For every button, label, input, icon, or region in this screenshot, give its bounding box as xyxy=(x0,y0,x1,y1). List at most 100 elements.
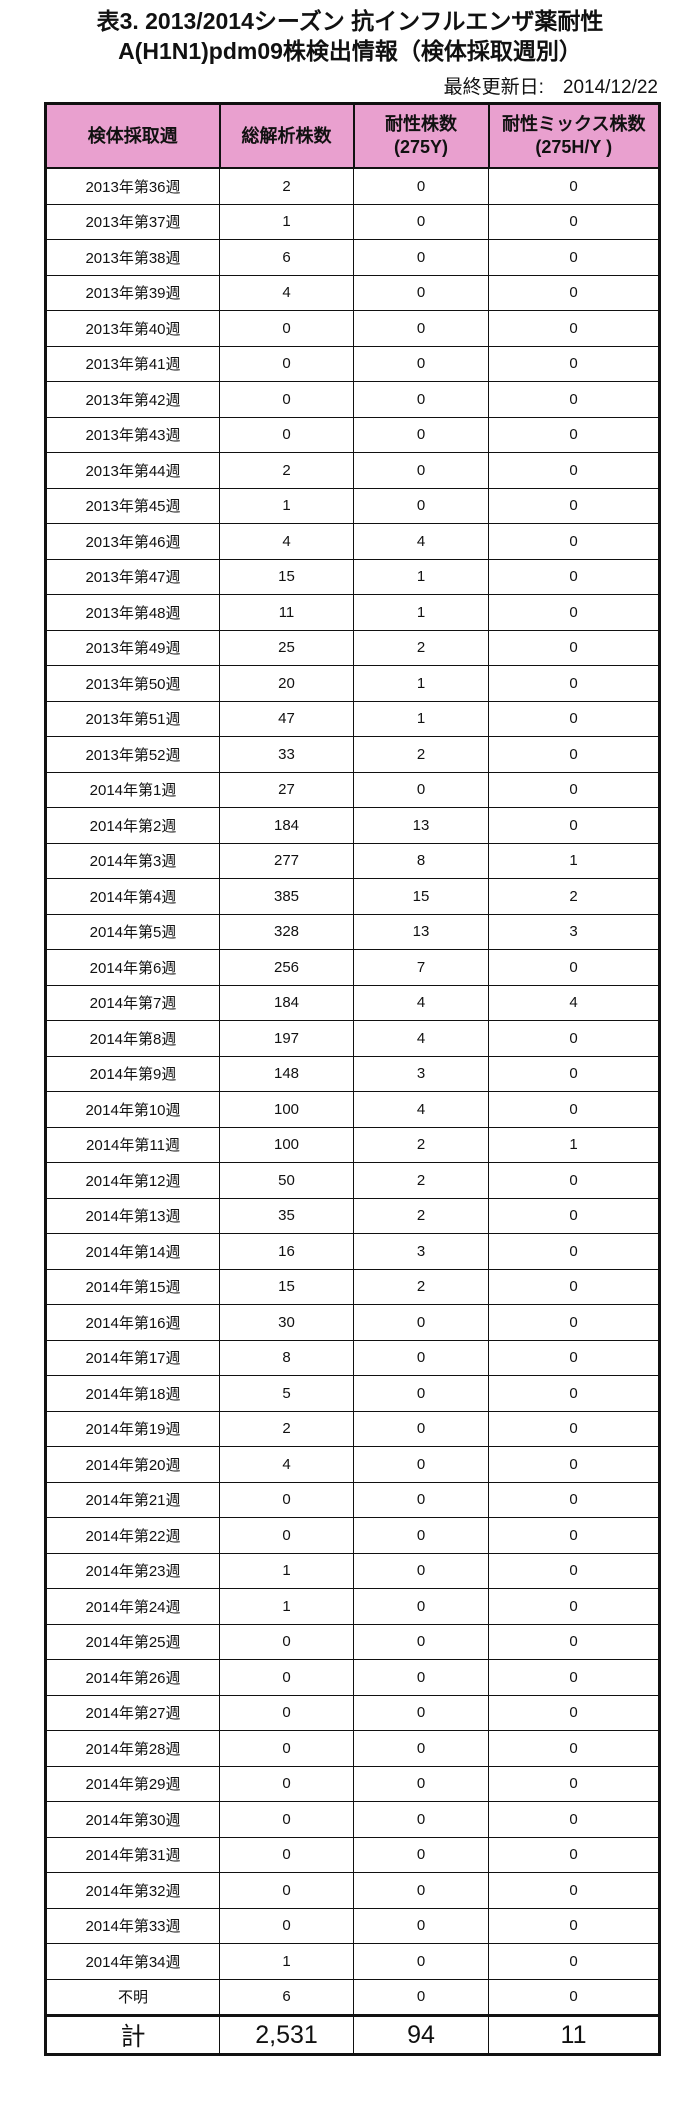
mixed-cell: 0 xyxy=(488,629,660,666)
resistant-cell: 0 xyxy=(353,1943,489,1980)
total-cell: 0 xyxy=(219,1730,354,1767)
week-cell: 2014年第25週 xyxy=(45,1623,220,1660)
total-cell: 15 xyxy=(219,1268,354,1305)
week-cell: 2013年第42週 xyxy=(45,381,220,418)
week-cell: 2014年第30週 xyxy=(45,1801,220,1838)
table-row: 2014年第2週 184 13 0 xyxy=(45,807,660,844)
mixed-cell: 0 xyxy=(488,1197,660,1234)
total-cell: 328 xyxy=(219,913,354,950)
table-row: 2014年第29週 0 0 0 xyxy=(45,1765,660,1802)
resistant-cell: 0 xyxy=(353,310,489,347)
total-cell: 0 xyxy=(219,1694,354,1731)
total-cell: 2 xyxy=(219,1410,354,1447)
total-cell: 27 xyxy=(219,771,354,808)
mixed-cell: 0 xyxy=(488,1481,660,1518)
week-cell: 2014年第31週 xyxy=(45,1836,220,1873)
total-cell: 6 xyxy=(219,1978,354,2016)
mixed-cell: 0 xyxy=(488,1410,660,1447)
week-cell: 2014年第8週 xyxy=(45,1020,220,1057)
week-cell: 2014年第6週 xyxy=(45,949,220,986)
total-cell: 0 xyxy=(219,1765,354,1802)
table-row: 2013年第52週 33 2 0 xyxy=(45,736,660,773)
table-row: 2014年第1週 27 0 0 xyxy=(45,771,660,808)
week-cell: 2013年第51週 xyxy=(45,700,220,737)
total-cell: 33 xyxy=(219,736,354,773)
week-cell: 2014年第7週 xyxy=(45,984,220,1021)
mixed-cell: 0 xyxy=(488,665,660,702)
resistant-cell: 0 xyxy=(353,167,489,205)
resistant-cell: 0 xyxy=(353,1765,489,1802)
mixed-cell: 2 xyxy=(488,878,660,915)
week-cell: 2014年第16週 xyxy=(45,1304,220,1341)
mixed-cell: 0 xyxy=(488,594,660,631)
table-row: 2014年第8週 197 4 0 xyxy=(45,1020,660,1057)
mixed-cell: 0 xyxy=(488,167,660,205)
week-cell: 2014年第19週 xyxy=(45,1410,220,1447)
mixed-cell: 3 xyxy=(488,913,660,950)
total-cell: 0 xyxy=(219,1907,354,1944)
mixed-cell: 0 xyxy=(488,1943,660,1980)
table-row: 2013年第48週 11 1 0 xyxy=(45,594,660,631)
mixed-cell: 0 xyxy=(488,1730,660,1767)
total-cell: 0 xyxy=(219,1517,354,1554)
mixed-cell: 0 xyxy=(488,1588,660,1625)
total-cell: 8 xyxy=(219,1339,354,1376)
col-header-mixed: 耐性ミックス株数 (275H/Y ) xyxy=(487,102,661,169)
resistant-cell: 0 xyxy=(353,452,489,489)
mixed-cell: 0 xyxy=(488,736,660,773)
resistant-cell: 13 xyxy=(353,913,489,950)
total-cell: 1 xyxy=(219,487,354,524)
total-cell: 0 xyxy=(219,1623,354,1660)
mixed-cell: 0 xyxy=(488,1978,660,2016)
total-cell: 5 xyxy=(219,1375,354,1412)
table-row: 2014年第6週 256 7 0 xyxy=(45,949,660,986)
mixed-cell: 0 xyxy=(488,771,660,808)
total-cell: 0 xyxy=(219,1836,354,1873)
week-cell: 2014年第26週 xyxy=(45,1659,220,1696)
mixed-cell: 0 xyxy=(488,239,660,276)
table-row: 2013年第49週 25 2 0 xyxy=(45,629,660,666)
total-cell: 47 xyxy=(219,700,354,737)
total-cell: 0 xyxy=(219,416,354,453)
table-row: 2013年第44週 2 0 0 xyxy=(45,452,660,489)
mixed-cell: 0 xyxy=(488,1020,660,1057)
table-row: 2014年第20週 4 0 0 xyxy=(45,1446,660,1483)
col-header-resistant: 耐性株数 (275Y) xyxy=(352,102,490,169)
total-cell: 16 xyxy=(219,1233,354,1270)
resistant-cell: 3 xyxy=(353,1055,489,1092)
total-cell: 100 xyxy=(219,1126,354,1163)
total-cell: 11 xyxy=(219,594,354,631)
week-cell: 2013年第44週 xyxy=(45,452,220,489)
resistant-cell: 1 xyxy=(353,558,489,595)
table-row: 2014年第16週 30 0 0 xyxy=(45,1304,660,1341)
week-cell: 2014年第3週 xyxy=(45,842,220,879)
week-cell: 2014年第32週 xyxy=(45,1872,220,1909)
week-cell: 2013年第48週 xyxy=(45,594,220,631)
table-row: 2014年第9週 148 3 0 xyxy=(45,1055,660,1092)
table-row: 2014年第4週 385 15 2 xyxy=(45,878,660,915)
total-cell: 4 xyxy=(219,1446,354,1483)
resistant-cell: 1 xyxy=(353,700,489,737)
week-cell: 2014年第2週 xyxy=(45,807,220,844)
mixed-cell: 0 xyxy=(488,1907,660,1944)
week-cell: 2014年第23週 xyxy=(45,1552,220,1589)
mixed-cell: 0 xyxy=(488,1836,660,1873)
week-cell: 2013年第47週 xyxy=(45,558,220,595)
header-row: 検体採取週 総解析株数 耐性株数 (275Y) 耐性ミックス株数 (275H/Y… xyxy=(44,102,661,169)
total-cell: 0 xyxy=(219,1872,354,1909)
resistant-cell: 0 xyxy=(353,239,489,276)
total-cell: 385 xyxy=(219,878,354,915)
table-row: 2014年第21週 0 0 0 xyxy=(45,1481,660,1518)
week-cell: 2014年第29週 xyxy=(45,1765,220,1802)
total-cell: 1 xyxy=(219,1943,354,1980)
table-row: 2014年第7週 184 4 4 xyxy=(45,984,660,1021)
table-row: 2014年第15週 15 2 0 xyxy=(45,1268,660,1305)
week-cell: 不明 xyxy=(45,1978,220,2016)
total-cell: 25 xyxy=(219,629,354,666)
resistant-cell: 0 xyxy=(353,1907,489,1944)
mixed-cell: 0 xyxy=(488,203,660,240)
resistant-cell: 8 xyxy=(353,842,489,879)
mixed-cell: 0 xyxy=(488,807,660,844)
page-subtitle: A(H1N1)pdm09株検出情報（検体採取週別） xyxy=(118,38,582,64)
table-row: 2013年第43週 0 0 0 xyxy=(45,416,660,453)
